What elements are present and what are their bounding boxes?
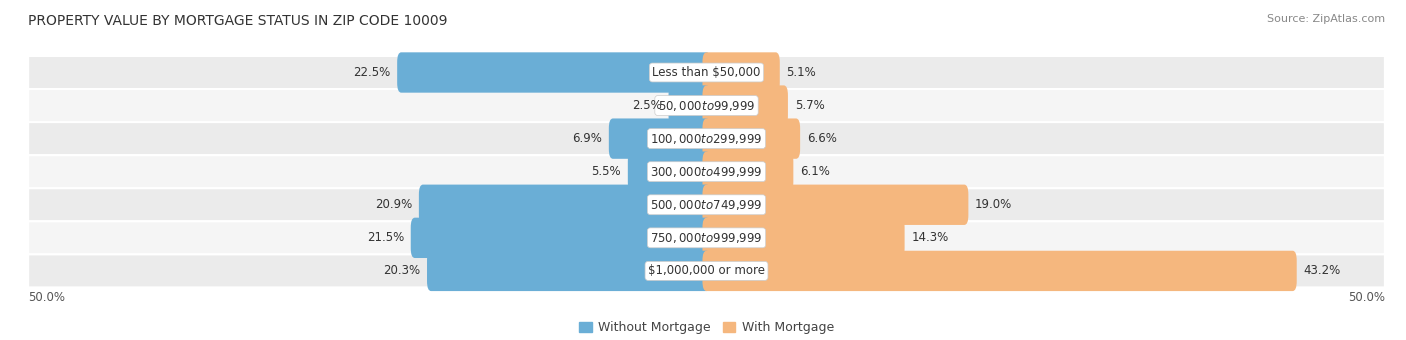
Text: Less than $50,000: Less than $50,000 [652, 66, 761, 79]
FancyBboxPatch shape [703, 185, 969, 225]
Text: 21.5%: 21.5% [367, 231, 404, 244]
FancyBboxPatch shape [411, 218, 710, 258]
Text: 14.3%: 14.3% [911, 231, 949, 244]
Text: $1,000,000 or more: $1,000,000 or more [648, 265, 765, 277]
FancyBboxPatch shape [28, 188, 1385, 221]
Text: $750,000 to $999,999: $750,000 to $999,999 [651, 231, 762, 245]
Text: $300,000 to $499,999: $300,000 to $499,999 [651, 165, 762, 179]
FancyBboxPatch shape [28, 221, 1385, 254]
FancyBboxPatch shape [668, 85, 710, 126]
Text: 20.9%: 20.9% [375, 198, 412, 211]
Text: 50.0%: 50.0% [28, 291, 65, 304]
Text: 6.1%: 6.1% [800, 165, 830, 178]
Text: 43.2%: 43.2% [1303, 265, 1341, 277]
Text: 5.5%: 5.5% [592, 165, 621, 178]
FancyBboxPatch shape [609, 118, 710, 159]
FancyBboxPatch shape [28, 122, 1385, 155]
Text: $100,000 to $299,999: $100,000 to $299,999 [651, 132, 762, 146]
FancyBboxPatch shape [28, 89, 1385, 122]
Text: 5.1%: 5.1% [786, 66, 817, 79]
Text: 50.0%: 50.0% [1348, 291, 1385, 304]
Legend: Without Mortgage, With Mortgage: Without Mortgage, With Mortgage [574, 316, 839, 339]
FancyBboxPatch shape [427, 251, 710, 291]
Text: $50,000 to $99,999: $50,000 to $99,999 [658, 99, 755, 113]
FancyBboxPatch shape [703, 118, 800, 159]
Text: 19.0%: 19.0% [976, 198, 1012, 211]
Text: 6.6%: 6.6% [807, 132, 837, 145]
FancyBboxPatch shape [703, 52, 780, 93]
Text: Source: ZipAtlas.com: Source: ZipAtlas.com [1267, 14, 1385, 23]
Text: 5.7%: 5.7% [794, 99, 824, 112]
FancyBboxPatch shape [28, 254, 1385, 287]
FancyBboxPatch shape [703, 152, 793, 192]
FancyBboxPatch shape [703, 218, 904, 258]
Text: 2.5%: 2.5% [631, 99, 662, 112]
FancyBboxPatch shape [28, 155, 1385, 188]
Text: 6.9%: 6.9% [572, 132, 602, 145]
FancyBboxPatch shape [703, 85, 787, 126]
FancyBboxPatch shape [396, 52, 710, 93]
FancyBboxPatch shape [703, 251, 1296, 291]
Text: PROPERTY VALUE BY MORTGAGE STATUS IN ZIP CODE 10009: PROPERTY VALUE BY MORTGAGE STATUS IN ZIP… [28, 14, 447, 28]
FancyBboxPatch shape [419, 185, 710, 225]
FancyBboxPatch shape [628, 152, 710, 192]
Text: 20.3%: 20.3% [382, 265, 420, 277]
Text: $500,000 to $749,999: $500,000 to $749,999 [651, 198, 762, 212]
FancyBboxPatch shape [28, 56, 1385, 89]
Text: 22.5%: 22.5% [353, 66, 391, 79]
